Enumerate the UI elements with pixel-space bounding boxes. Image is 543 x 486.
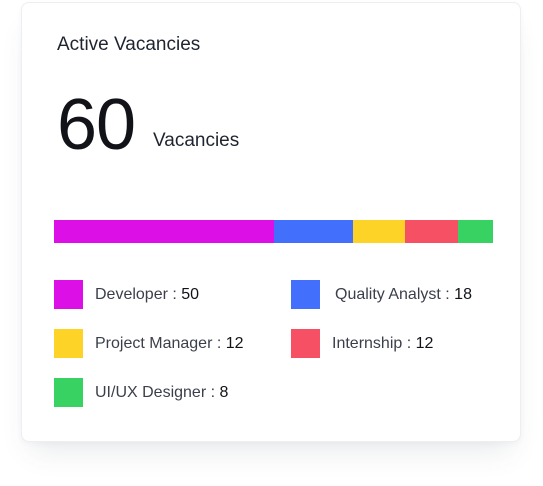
total-vacancies-value: 60 (57, 85, 136, 165)
legend-separator: : (402, 334, 416, 352)
legend-text-project-manager: Project Manager : 12 (95, 335, 244, 353)
legend-item-uiux-designer: UI/UX Designer : 8 (54, 378, 228, 407)
bar-segment-internship[interactable] (405, 220, 458, 243)
legend-label: Project Manager (95, 334, 213, 352)
legend-item-quality-analyst: Quality Analyst : 18 (291, 280, 472, 309)
legend-separator: : (167, 285, 182, 303)
legend-item-developer: Developer : 50 (54, 280, 199, 309)
legend-value: 8 (219, 383, 229, 401)
vacancy-distribution-bar (54, 220, 493, 243)
legend-separator: : (440, 285, 455, 303)
legend-label: Internship (332, 334, 403, 352)
legend-text-internship: Internship : 12 (332, 335, 433, 353)
bar-segment-uiux-designer[interactable] (457, 220, 493, 243)
bar-segment-quality-analyst[interactable] (273, 220, 353, 243)
legend-text-uiux-designer: UI/UX Designer : 8 (95, 384, 228, 402)
legend-item-internship: Internship : 12 (291, 329, 433, 358)
total-vacancies-unit: Vacancies (153, 130, 240, 151)
legend-label: Quality Analyst (335, 285, 441, 303)
legend-swatch-internship (291, 329, 320, 358)
legend-text-quality-analyst: Quality Analyst : 18 (335, 286, 472, 304)
legend-item-project-manager: Project Manager : 12 (54, 329, 244, 358)
legend-value: 12 (415, 334, 434, 352)
legend-value: 50 (181, 285, 200, 303)
legend-label: Developer (95, 285, 168, 303)
card-title: Active Vacancies (57, 34, 201, 55)
legend-separator: : (212, 334, 226, 352)
legend-value: 12 (225, 334, 244, 352)
bar-segment-project-manager[interactable] (352, 220, 406, 243)
legend-swatch-developer (54, 280, 83, 309)
legend-value: 18 (454, 285, 472, 303)
legend-text-developer: Developer : 50 (95, 286, 199, 304)
legend-separator: : (206, 383, 220, 401)
legend-swatch-project-manager (54, 329, 83, 358)
legend-label: UI/UX Designer (95, 383, 207, 401)
active-vacancies-card: Active Vacancies 60 Vacancies Developer … (21, 2, 521, 442)
bar-segment-developer[interactable] (54, 220, 274, 243)
legend-swatch-quality-analyst (291, 280, 320, 309)
legend-swatch-uiux-designer (54, 378, 83, 407)
